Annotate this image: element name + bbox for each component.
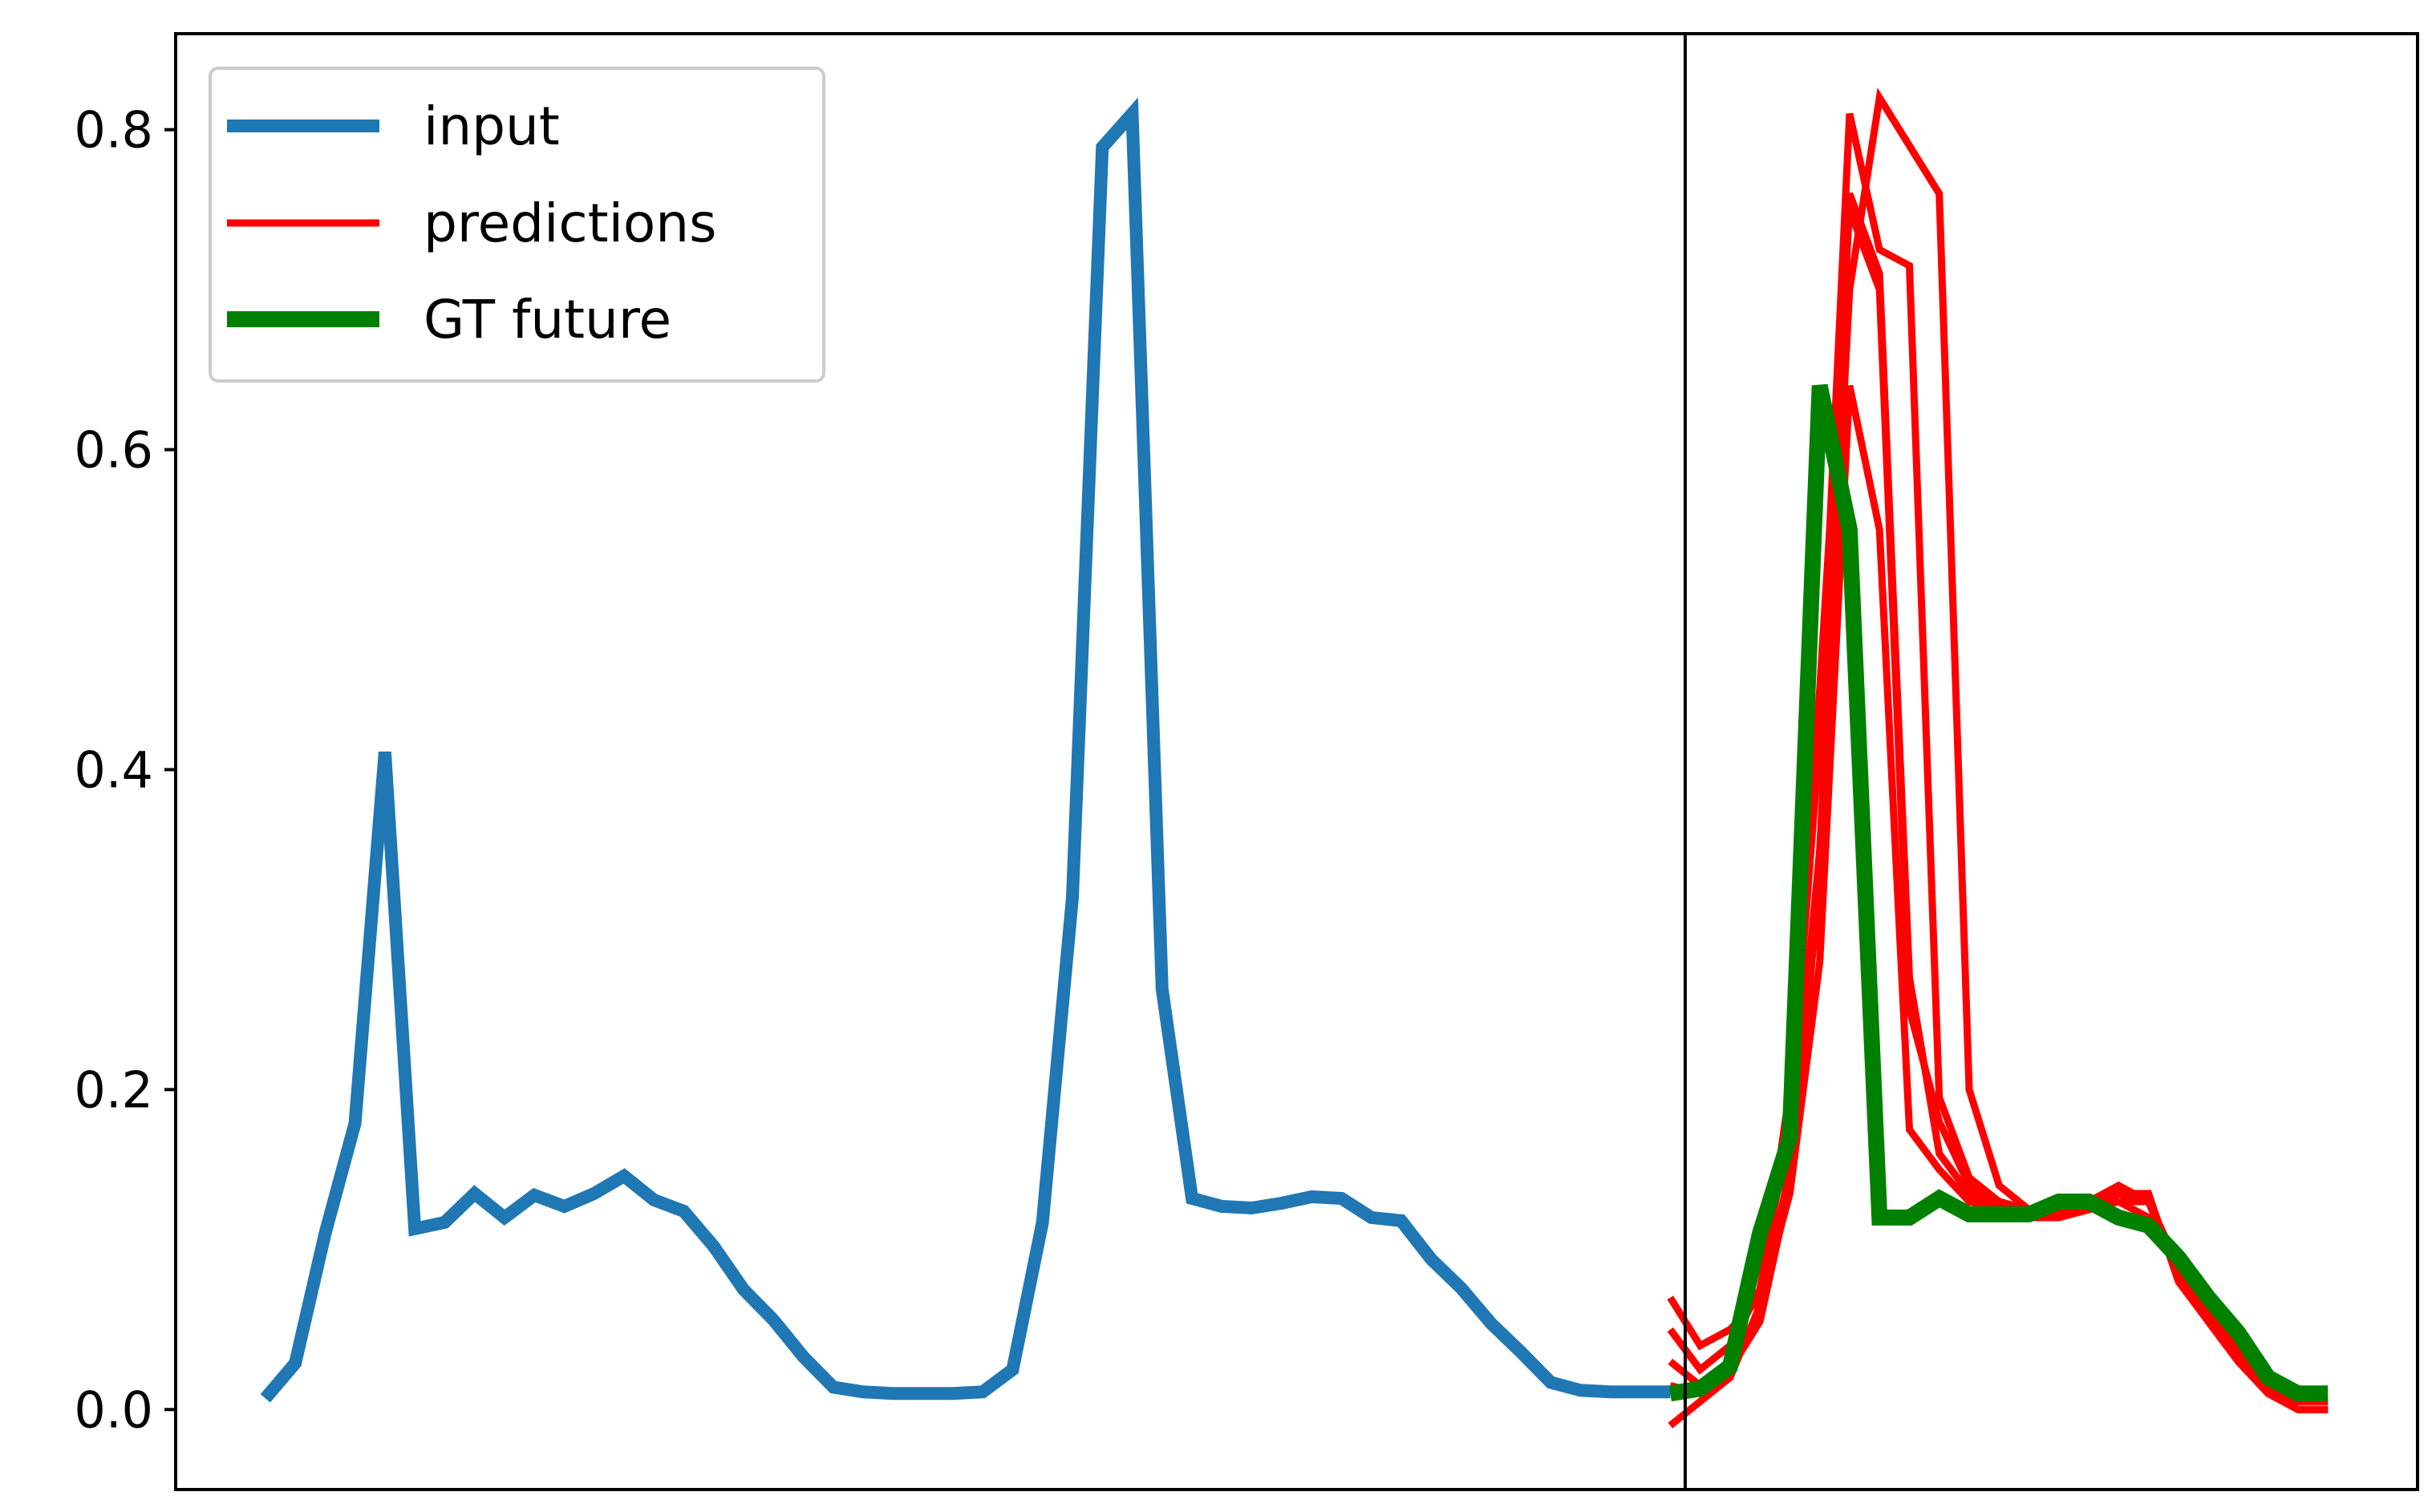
legend-label-prediction: predictions — [424, 193, 717, 254]
series-line-input-0 — [260, 97, 1671, 1403]
series-line-ground-truth-6 — [1668, 383, 2329, 1402]
y-tick-label: 0.0 — [74, 1380, 153, 1439]
legend: input predictions GT future — [209, 67, 825, 383]
y-tick-label: 0.4 — [74, 740, 153, 799]
plot-frame — [174, 32, 2419, 1491]
y-axis: 0.0 0.2 0.4 0.6 0.8 — [74, 101, 176, 1439]
legend-box — [209, 67, 825, 383]
series-line-prediction-5 — [1668, 384, 2329, 1429]
legend-label-ground-truth: GT future — [424, 289, 671, 351]
data-layer — [260, 87, 2329, 1429]
y-tick-label: 0.6 — [74, 421, 153, 480]
y-tick-label: 0.8 — [74, 101, 153, 160]
y-tick-label: 0.2 — [74, 1060, 153, 1119]
legend-label-input: input — [424, 95, 560, 157]
